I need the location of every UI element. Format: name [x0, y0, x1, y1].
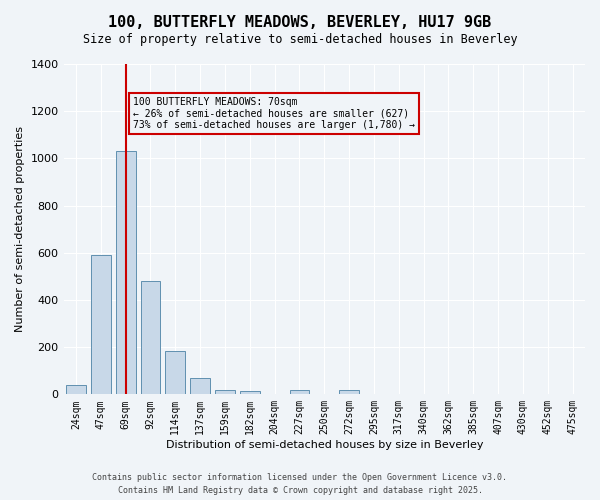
Text: Contains public sector information licensed under the Open Government Licence v3: Contains public sector information licen… — [92, 474, 508, 482]
Bar — [339, 390, 359, 394]
Bar — [116, 152, 136, 394]
Bar — [91, 255, 111, 394]
Bar — [240, 392, 260, 394]
Bar — [66, 385, 86, 394]
Text: Contains HM Land Registry data © Crown copyright and database right 2025.: Contains HM Land Registry data © Crown c… — [118, 486, 482, 495]
Text: Size of property relative to semi-detached houses in Beverley: Size of property relative to semi-detach… — [83, 32, 517, 46]
Bar — [215, 390, 235, 394]
X-axis label: Distribution of semi-detached houses by size in Beverley: Distribution of semi-detached houses by … — [166, 440, 483, 450]
Bar — [190, 378, 210, 394]
Bar — [290, 390, 310, 394]
Text: 100 BUTTERFLY MEADOWS: 70sqm
← 26% of semi-detached houses are smaller (627)
73%: 100 BUTTERFLY MEADOWS: 70sqm ← 26% of se… — [133, 97, 415, 130]
Bar — [166, 350, 185, 395]
Y-axis label: Number of semi-detached properties: Number of semi-detached properties — [15, 126, 25, 332]
Bar — [140, 281, 160, 394]
Text: 100, BUTTERFLY MEADOWS, BEVERLEY, HU17 9GB: 100, BUTTERFLY MEADOWS, BEVERLEY, HU17 9… — [109, 15, 491, 30]
